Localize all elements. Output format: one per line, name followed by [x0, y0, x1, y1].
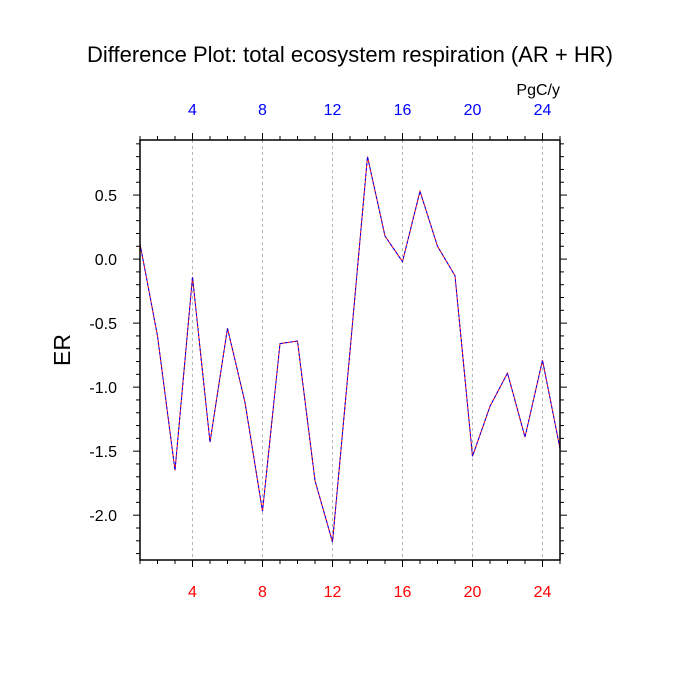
y-tick-label: -1.5	[89, 444, 117, 461]
x-tick-label-top: 16	[394, 102, 412, 119]
series-line	[139, 156, 561, 543]
y-axis-label: ER	[49, 334, 75, 366]
x-tick-label-top: 20	[464, 102, 482, 119]
x-tick-label-top: 12	[324, 102, 342, 119]
x-tick-label-bottom: 24	[534, 584, 552, 601]
x-tick-label-bottom: 20	[464, 584, 482, 601]
y-tick-label: -0.5	[89, 316, 117, 333]
x-tick-label-bottom: 4	[188, 584, 197, 601]
x-tick-label-bottom: 12	[324, 584, 342, 601]
y-tick-label: -1.0	[89, 380, 117, 397]
x-tick-label-top: 8	[258, 102, 267, 119]
units-label: PgC/y	[516, 82, 560, 99]
series-group	[139, 156, 561, 543]
gridlines	[192, 140, 543, 560]
x-tick-label-bottom: 8	[258, 584, 267, 601]
chart-title: Difference Plot: total ecosystem respira…	[87, 42, 613, 67]
x-tick-label-bottom: 16	[394, 584, 412, 601]
y-tick-label: 0.0	[95, 252, 117, 269]
plot-frame	[139, 139, 561, 561]
x-tick-label-top: 24	[534, 102, 552, 119]
tick-labels: 4 4 8 8 12 12 16 16 20 20 24 24 0.5 0.0 -0.5 -1.0 -1.5 -2…	[89, 102, 551, 601]
x-tick-label-top: 4	[188, 102, 197, 119]
y-tick-label: -2.0	[89, 508, 117, 525]
y-tick-label: 0.5	[95, 188, 117, 205]
